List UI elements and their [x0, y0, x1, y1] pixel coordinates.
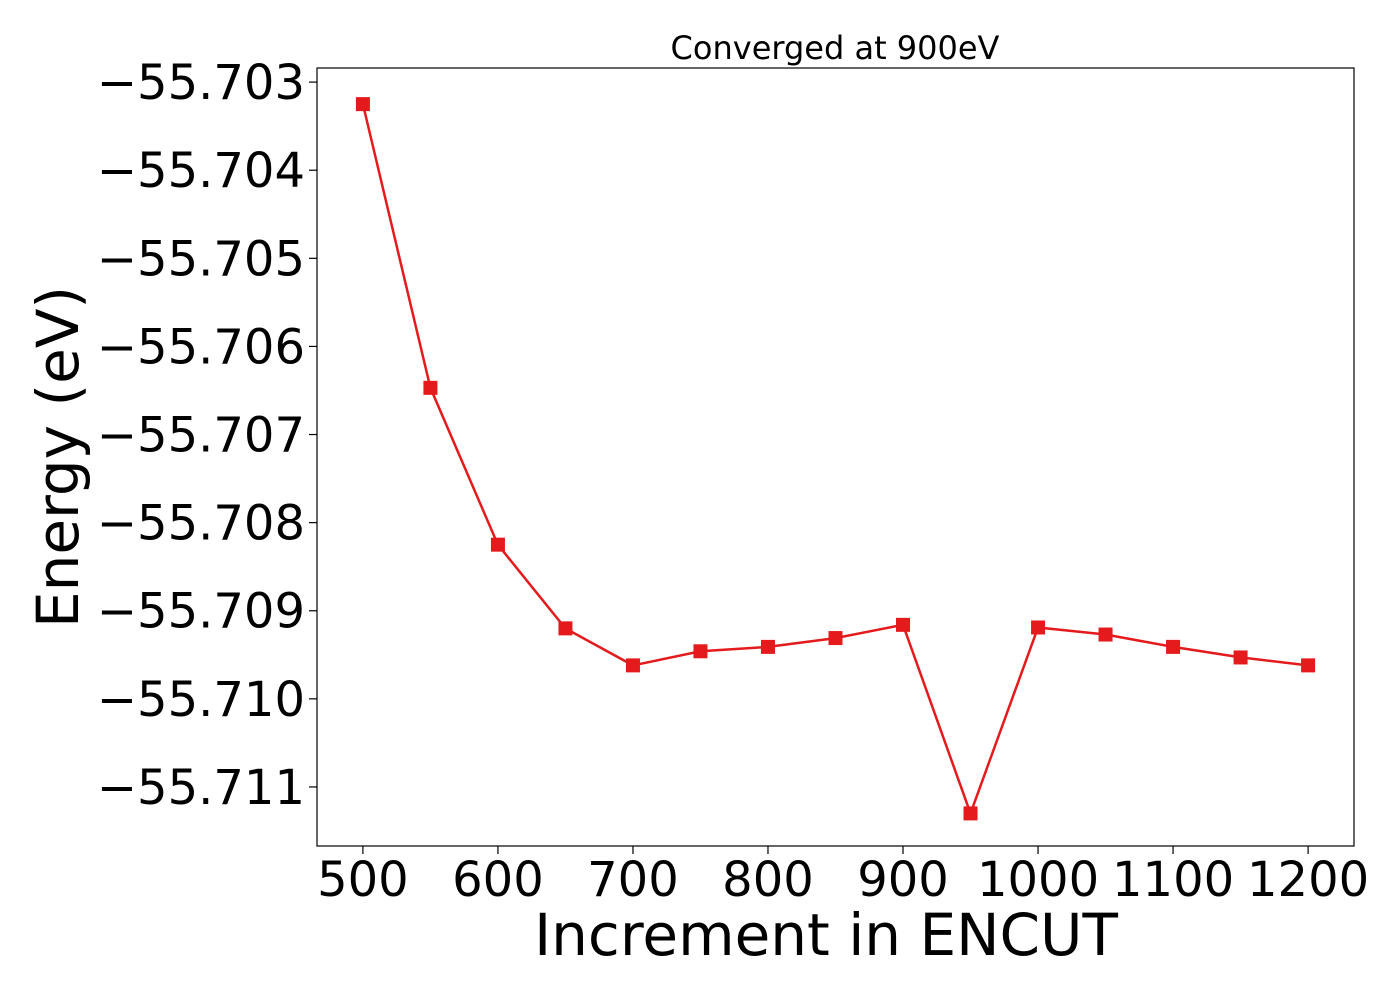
data-point-marker — [760, 639, 775, 654]
data-point-marker — [355, 97, 370, 112]
y-tick-label: −55.706 — [97, 319, 305, 375]
y-tick-label: −55.711 — [97, 760, 305, 816]
x-tick-label: 1200 — [1247, 852, 1369, 908]
data-point-marker — [1233, 650, 1248, 665]
x-tick-label: 600 — [452, 852, 544, 908]
data-point-marker — [558, 621, 573, 636]
data-point-marker — [963, 806, 978, 821]
x-axis-ticks: 500 600 700 800 900 1000 1100 1200 — [317, 846, 1369, 908]
y-tick-label: −55.704 — [97, 143, 305, 199]
x-tick-label: 800 — [722, 852, 814, 908]
data-point-marker — [896, 617, 911, 632]
y-axis-ticks: −55.703 −55.704 −55.705 −55.706 −55.707 −55.7… — [97, 55, 317, 816]
data-point-marker — [1098, 627, 1113, 642]
data-point-marker — [1031, 620, 1046, 635]
chart-title: Converged at 900eV — [671, 29, 1000, 67]
data-point-marker — [625, 658, 640, 673]
data-point-marker — [1301, 658, 1316, 673]
series-group — [355, 97, 1316, 821]
y-tick-label: −55.703 — [97, 55, 305, 111]
x-tick-label: 1000 — [977, 852, 1099, 908]
x-tick-label: 1100 — [1112, 852, 1234, 908]
series-line — [361, 103, 1309, 818]
data-point-marker — [693, 644, 708, 659]
y-axis-label: Energy (eV) — [24, 286, 92, 628]
data-point-marker — [423, 380, 438, 395]
y-tick-label: −55.709 — [97, 584, 305, 640]
plot-frame — [316, 67, 1355, 847]
x-tick-label: 500 — [317, 852, 409, 908]
y-tick-label: −55.707 — [97, 408, 305, 464]
y-tick-label: −55.708 — [97, 496, 305, 552]
data-point-marker — [828, 631, 843, 646]
x-tick-label: 900 — [857, 852, 949, 908]
x-tick-label: 700 — [587, 852, 679, 908]
data-point-marker — [490, 537, 505, 552]
x-axis-label: Increment in ENCUT — [534, 901, 1118, 969]
y-tick-label: −55.710 — [97, 672, 305, 728]
y-tick-label: −55.705 — [97, 231, 305, 287]
data-point-marker — [1166, 639, 1181, 654]
